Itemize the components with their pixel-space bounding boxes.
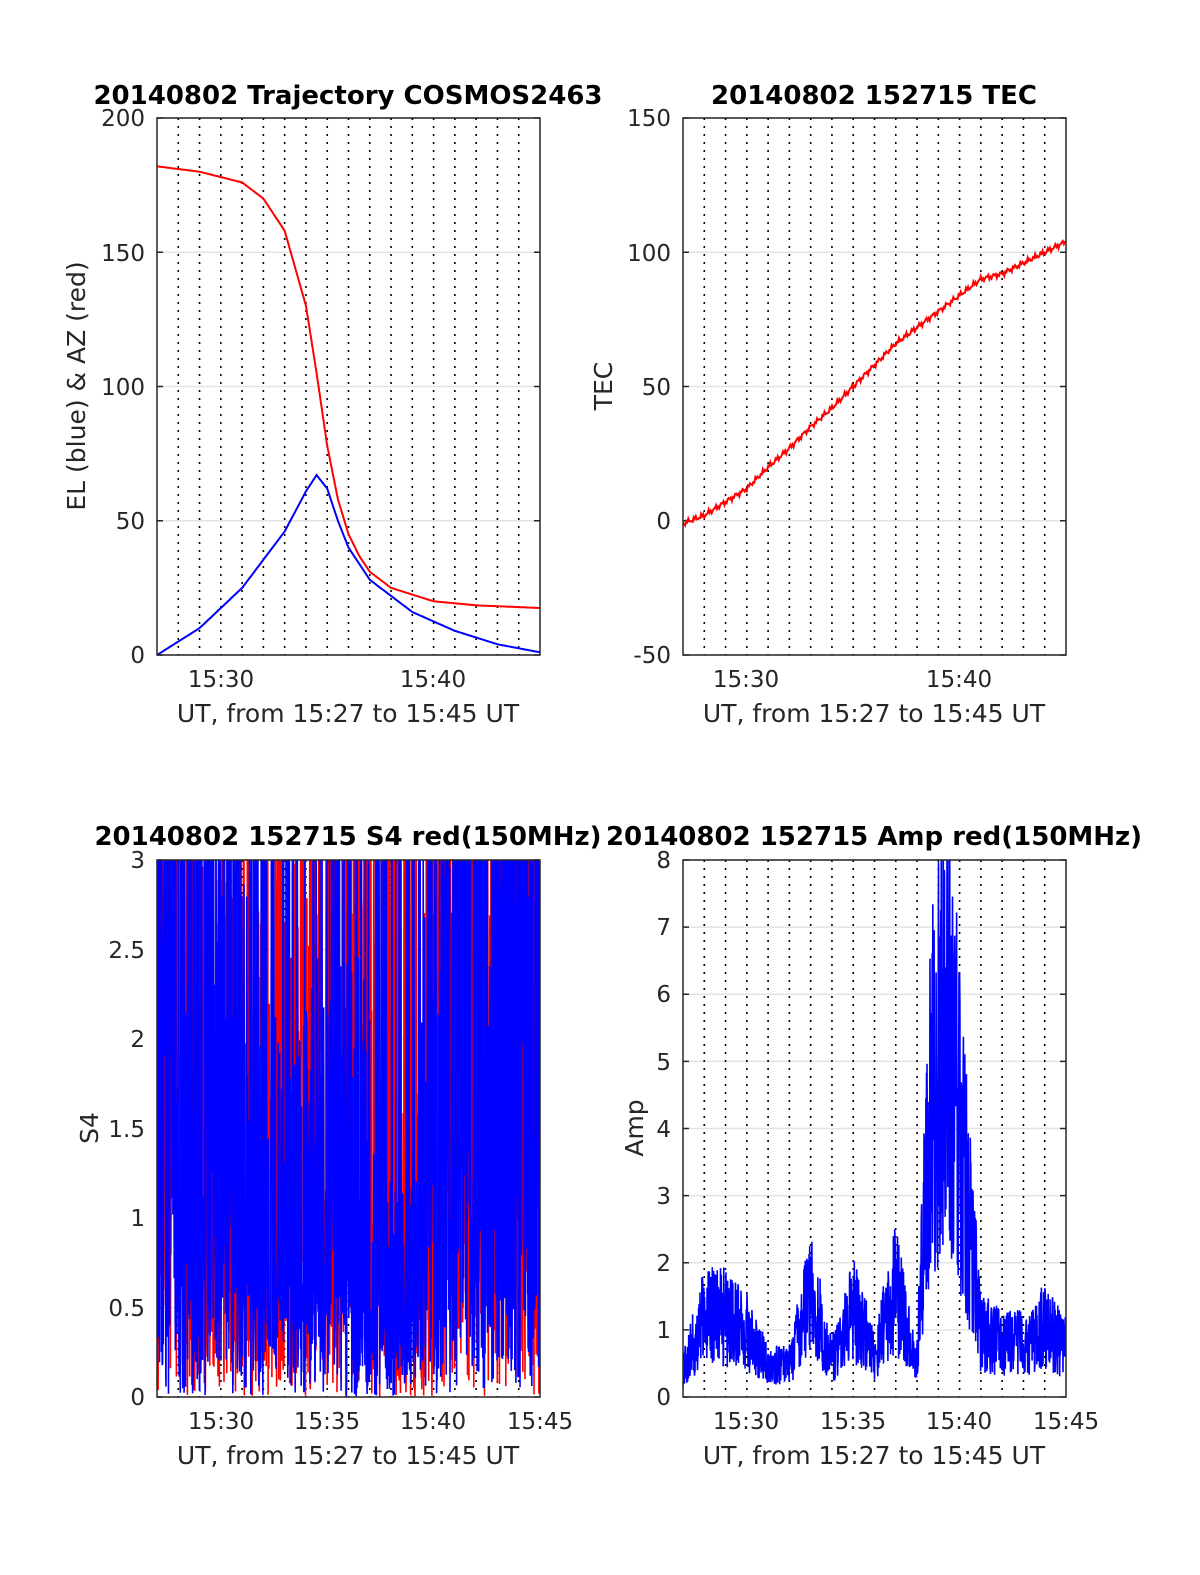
plot-frame-s4 (156, 859, 541, 1398)
y-axis-label-s4: S4 (75, 1112, 104, 1144)
y-axis-label-tec: TEC (589, 362, 618, 412)
y-tick-label: -50 (633, 643, 671, 669)
y-tick-label: 4 (656, 1117, 671, 1143)
y-tick-label: 7 (656, 915, 671, 941)
x-ticks-amp: 15:30 15:35 15:40 15:45 (713, 1409, 1099, 1435)
chart-title-amp: 20140802 152715 Amp red(150MHz) (606, 822, 1142, 852)
y-tick-label: 1.5 (108, 1117, 145, 1143)
y-axis-label-amp: Amp (620, 1099, 649, 1156)
y-tick-label: 0.5 (108, 1296, 145, 1322)
x-tick-label: 15:30 (713, 1409, 779, 1435)
series-line (683, 860, 1066, 1387)
x-tick-label: 15:45 (507, 1409, 573, 1435)
y-ticks-tec: -50 0 50 100 150 (627, 106, 671, 669)
y-ticks-s4: 0 0.5 1 1.5 2 2.5 3 (108, 848, 145, 1411)
series-trajectory (157, 165, 540, 655)
chart-s4: 20140802 152715 S4 red(150MHz) 15:30 15:… (75, 822, 602, 1470)
x-axis-label-s4: UT, from 15:27 to 15:45 UT (177, 1441, 520, 1470)
series-line (157, 473, 540, 655)
x-tick-label: 15:40 (926, 1409, 992, 1435)
plot-frame-trajectory (156, 117, 541, 656)
x-tick-label: 15:30 (713, 667, 779, 693)
x-ticks-tec: 15:30 15:40 (713, 667, 992, 693)
x-tick-label: 15:35 (820, 1409, 886, 1435)
y-tick-label: 0 (656, 509, 671, 535)
x-tick-label: 15:40 (400, 1409, 466, 1435)
x-tick-label: 15:40 (926, 667, 992, 693)
chart-title-tec: 20140802 152715 TEC (711, 81, 1037, 111)
y-ticks-amp: 0 1 2 3 4 5 6 7 8 (656, 848, 671, 1411)
series-amp (683, 860, 1066, 1387)
y-tick-label: 8 (656, 848, 671, 874)
x-tick-label: 15:30 (188, 667, 254, 693)
y-tick-label: 1 (130, 1206, 145, 1232)
chart-title-trajectory: 20140802 Trajectory COSMOS2463 (93, 81, 602, 111)
y-ticks-trajectory: 0 50 100 150 200 (101, 106, 145, 669)
x-axis-label-trajectory: UT, from 15:27 to 15:45 UT (177, 699, 520, 728)
y-tick-label: 3 (656, 1184, 671, 1210)
y-axis-label-trajectory: EL (blue) & AZ (red) (62, 261, 91, 510)
y-tick-label: 0 (656, 1385, 671, 1411)
series-line (157, 165, 540, 609)
series-tec (683, 239, 1066, 529)
y-tick-label: 0 (130, 1385, 145, 1411)
x-axis-label-amp: UT, from 15:27 to 15:45 UT (703, 1441, 1046, 1470)
y-tick-label: 200 (101, 106, 145, 132)
y-tick-label: 5 (656, 1050, 671, 1076)
series-s4 (157, 860, 540, 1397)
x-ticks-trajectory: 15:30 15:40 (188, 667, 466, 693)
x-tick-label: 15:45 (1033, 1409, 1099, 1435)
y-tick-label: 50 (642, 375, 671, 401)
y-tick-label: 1 (656, 1318, 671, 1344)
chart-trajectory: 20140802 Trajectory COSMOS2463 15:30 15:… (62, 81, 603, 728)
y-tick-label: 6 (656, 982, 671, 1008)
y-tick-label: 0 (130, 643, 145, 669)
chart-amp: 20140802 152715 Amp red(150MHz) 15:30 15… (606, 822, 1142, 1470)
gridlines-amp (683, 859, 1066, 1398)
chart-tec: 20140802 152715 TEC 15:30 15:40 -50 0 50… (589, 81, 1067, 728)
y-tick-label: 100 (101, 375, 145, 401)
y-tick-label: 150 (101, 241, 145, 267)
y-tick-label: 2 (130, 1027, 145, 1053)
gridlines-trajectory (157, 117, 540, 656)
x-ticks-s4: 15:30 15:35 15:40 15:45 (188, 1409, 573, 1435)
plot-frame-tec (682, 117, 1067, 656)
series-line (683, 239, 1066, 529)
y-tick-label: 2.5 (108, 938, 145, 964)
x-tick-label: 15:30 (188, 1409, 254, 1435)
chart-title-s4: 20140802 152715 S4 red(150MHz) (94, 822, 601, 852)
x-tick-label: 15:40 (400, 667, 466, 693)
x-tick-label: 15:35 (294, 1409, 360, 1435)
y-tick-label: 150 (627, 106, 671, 132)
y-tick-label: 50 (116, 509, 145, 535)
plot-frame-amp (682, 859, 1067, 1398)
y-tick-label: 3 (130, 848, 145, 874)
gridlines-tec (683, 117, 1066, 656)
x-axis-label-tec: UT, from 15:27 to 15:45 UT (703, 699, 1046, 728)
y-tick-label: 100 (627, 241, 671, 267)
series-line (157, 860, 540, 1397)
y-tick-label: 2 (656, 1251, 671, 1277)
